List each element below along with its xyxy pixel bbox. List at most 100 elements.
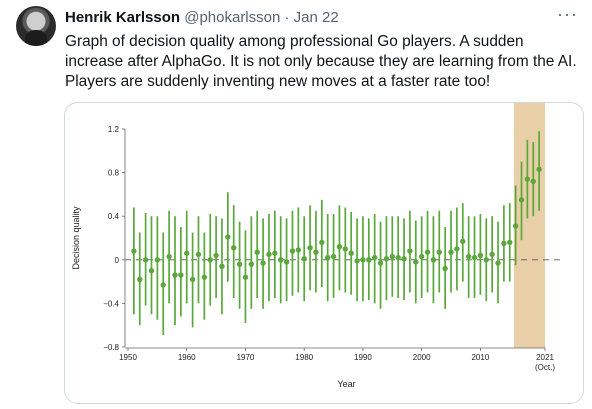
tweet-text-line: Players are suddenly inventing new moves… xyxy=(65,73,491,90)
author-name[interactable]: Henrik Karlsson xyxy=(65,9,181,26)
decision-quality-chart: 1.2 0.8 0.4 0 −0.4 −0.8 1950 1960 1970 1980 1990 2… xyxy=(71,103,562,389)
data-point xyxy=(442,265,448,272)
data-point xyxy=(424,249,431,255)
highlight-region xyxy=(513,103,545,348)
data-point xyxy=(319,239,325,246)
data-point xyxy=(154,257,161,263)
data-point xyxy=(413,259,419,265)
data-point xyxy=(366,257,372,263)
data-point xyxy=(524,176,531,182)
data-point xyxy=(195,251,202,258)
y-axis-title: Decision quality xyxy=(71,206,81,270)
data-point xyxy=(324,254,331,261)
x-tick-label: 2010 xyxy=(471,353,489,362)
data-point xyxy=(307,245,313,251)
data-point xyxy=(407,248,413,254)
data-point xyxy=(507,239,513,246)
y-tick-label: 1.2 xyxy=(108,125,120,134)
y-ticks: 1.2 0.8 0.4 0 −0.4 −0.8 xyxy=(103,125,125,352)
x-tick-label: 1980 xyxy=(295,353,313,362)
tweet-header: Henrik Karlsson @phokarlsson · Jan 22 xyxy=(65,9,339,26)
data-point xyxy=(166,253,172,260)
data-point xyxy=(377,260,384,266)
data-point xyxy=(495,260,501,266)
author-handle[interactable]: @phokarlsson xyxy=(184,9,281,26)
data-point xyxy=(436,249,442,255)
tweet-date[interactable]: Jan 22 xyxy=(293,9,339,26)
data-point xyxy=(289,248,296,254)
data-points xyxy=(131,131,542,336)
data-point xyxy=(254,249,260,255)
more-horizontal-icon[interactable]: ··· xyxy=(557,4,578,24)
data-point xyxy=(471,254,478,261)
data-point xyxy=(225,234,231,240)
data-point xyxy=(260,260,266,266)
data-point xyxy=(483,257,489,263)
y-tick-label: 0.8 xyxy=(108,169,120,178)
data-point xyxy=(148,268,155,274)
data-point xyxy=(360,257,366,263)
data-point xyxy=(465,253,472,260)
tweet-media-chart[interactable]: 1.2 0.8 0.4 0 −0.4 −0.8 1950 1960 1970 1980 1990 2… xyxy=(64,102,584,404)
x-tick-label: 2021 xyxy=(536,353,554,362)
data-point xyxy=(242,274,249,280)
data-point xyxy=(272,250,278,256)
data-point xyxy=(142,257,149,263)
data-point xyxy=(236,261,243,267)
data-point xyxy=(342,246,349,252)
data-point xyxy=(219,263,225,270)
avatar[interactable] xyxy=(16,6,56,46)
data-point xyxy=(295,247,302,253)
data-point xyxy=(530,178,536,185)
data-point xyxy=(354,258,360,264)
data-point xyxy=(518,197,525,203)
tweet-text: Graph of decision quality among professi… xyxy=(65,32,585,92)
data-point xyxy=(454,246,460,252)
data-point xyxy=(207,257,213,263)
data-point xyxy=(512,223,519,229)
x-ticks: 1950 1960 1970 1980 1990 2000 2010 2021 xyxy=(119,348,554,362)
data-point xyxy=(401,256,407,262)
x-tick-label: 2000 xyxy=(413,353,431,362)
separator: · xyxy=(284,9,290,26)
data-point xyxy=(536,166,542,173)
data-point xyxy=(184,250,190,256)
tweet-text-line: increase after AlphaGo. It is not only b… xyxy=(65,53,577,70)
data-point xyxy=(248,261,255,267)
data-point xyxy=(330,253,337,260)
data-point xyxy=(383,256,390,262)
x-tick-label: 1960 xyxy=(178,353,196,362)
data-point xyxy=(313,249,319,255)
data-point xyxy=(348,250,354,256)
data-point xyxy=(189,276,196,283)
data-point xyxy=(201,274,208,280)
data-point xyxy=(371,254,378,261)
x-tick-label: 1950 xyxy=(119,353,137,362)
y-tick-label: −0.8 xyxy=(103,343,119,352)
data-point xyxy=(131,248,137,254)
data-point xyxy=(278,257,284,263)
data-point xyxy=(395,254,401,261)
data-point xyxy=(283,259,290,265)
x-tick-sublabel: (Oct.) xyxy=(535,363,555,372)
tweet-text-line: Graph of decision quality among professi… xyxy=(65,33,524,50)
y-tick-label: −0.4 xyxy=(103,299,119,308)
data-point xyxy=(231,245,237,251)
data-point xyxy=(460,238,466,244)
data-point xyxy=(160,282,166,288)
data-point xyxy=(448,249,454,255)
data-point xyxy=(489,251,495,258)
data-point xyxy=(172,272,178,278)
data-point xyxy=(137,276,143,283)
data-point xyxy=(501,240,507,247)
y-tick-label: 0 xyxy=(115,256,120,265)
x-tick-label: 1970 xyxy=(237,353,255,362)
x-tick-label: 1990 xyxy=(354,353,372,362)
data-point xyxy=(336,244,343,250)
data-point xyxy=(266,251,272,258)
data-point xyxy=(418,253,425,260)
y-tick-label: 0.4 xyxy=(108,212,120,221)
data-point xyxy=(389,253,395,260)
data-point xyxy=(213,252,219,259)
x-axis-title: Year xyxy=(337,379,355,389)
